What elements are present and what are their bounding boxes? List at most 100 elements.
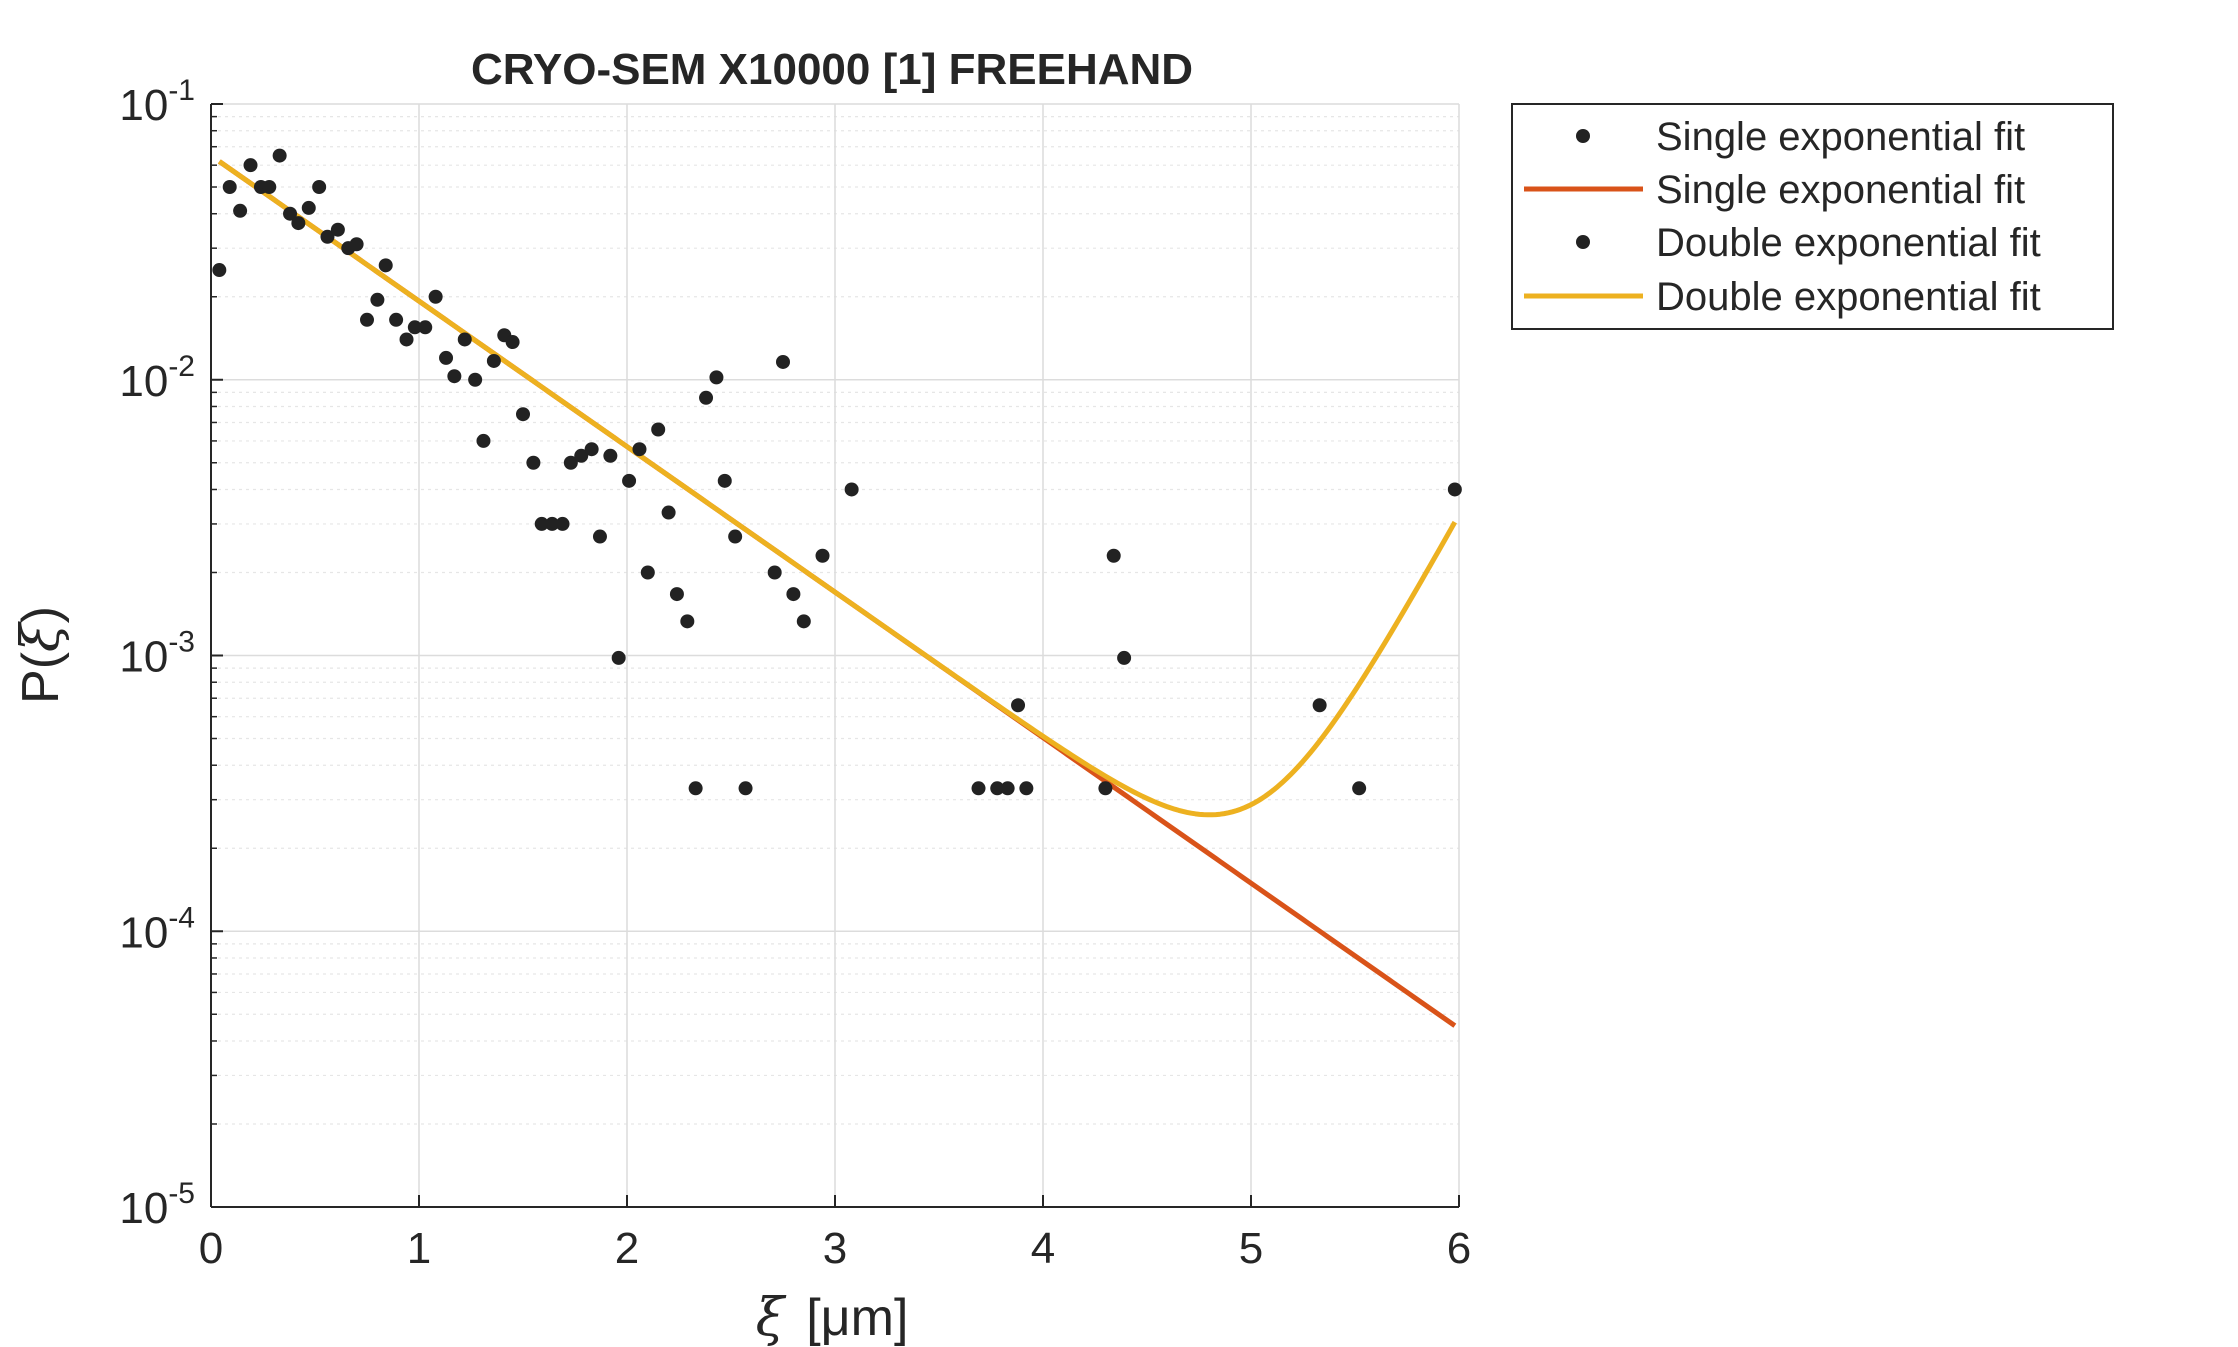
data-point (738, 781, 753, 796)
data-point (661, 505, 676, 520)
data-point (815, 548, 830, 563)
data-point (476, 433, 491, 448)
data-point (584, 442, 599, 457)
data-point (574, 448, 589, 463)
x-tick-label: 6 (1447, 1224, 1471, 1273)
data-point (212, 263, 227, 278)
data-point (699, 390, 714, 405)
data-point (349, 237, 364, 252)
x-tick-label: 0 (199, 1224, 223, 1273)
data-point (767, 565, 782, 580)
data-points (212, 148, 1462, 796)
axes (210, 103, 1460, 1208)
x-tick-label: 4 (1031, 1224, 1055, 1273)
data-point (592, 529, 607, 544)
y-tick-exponent: -2 (168, 350, 195, 383)
data-point (262, 180, 277, 195)
y-tick-base: 10 (119, 1184, 168, 1233)
data-point (330, 222, 345, 237)
data-point (1000, 781, 1015, 796)
y-tick-label: 10-4 (119, 901, 195, 957)
data-point (505, 335, 520, 350)
data-point (622, 473, 637, 488)
data-point (844, 482, 859, 497)
legend: Single exponential fit Single exponentia… (1511, 103, 2114, 330)
y-tick-base: 10 (119, 633, 168, 682)
data-point (447, 369, 462, 384)
y-axis-label-close: ) (12, 606, 70, 623)
y-tick-label: 10-2 (119, 350, 195, 406)
y-tick-exponent: -1 (168, 74, 195, 107)
data-point (786, 587, 801, 602)
chart-title: CRYO-SEM X10000 [1] FREEHAND (471, 45, 1193, 94)
data-point (651, 422, 666, 437)
data-point (320, 229, 335, 244)
data-point (611, 650, 626, 665)
fit-line-double (217, 159, 1458, 818)
data-point (688, 781, 703, 796)
data-point (312, 180, 327, 195)
data-point (563, 455, 578, 470)
data-point (555, 516, 570, 531)
legend-box (1511, 103, 2114, 330)
legend-marker-double (1576, 235, 1590, 249)
data-point (1098, 781, 1113, 796)
data-point (709, 370, 724, 385)
x-axis-unit: [μm] (806, 1289, 908, 1347)
data-point (640, 565, 655, 580)
y-tick-label: 10-5 (119, 1177, 195, 1233)
data-point (428, 289, 443, 304)
data-point (796, 614, 811, 629)
data-point (486, 353, 501, 368)
data-point (669, 587, 684, 602)
y-tick-exponent: -4 (168, 901, 195, 934)
data-point (468, 372, 483, 387)
y-tick-label: 10-1 (119, 74, 195, 130)
data-point (534, 516, 549, 531)
data-point (632, 442, 647, 457)
data-point (1447, 482, 1462, 497)
data-point (233, 203, 248, 218)
y-axis-label: P(ξ) (11, 606, 71, 704)
data-point (439, 350, 454, 365)
data-point (243, 158, 258, 173)
data-point (407, 320, 422, 335)
x-tick-label: 5 (1239, 1224, 1263, 1273)
x-tick-labels: 0 1 2 3 4 5 6 (199, 1224, 1471, 1273)
x-tick-label: 2 (615, 1224, 639, 1273)
y-tick-label: 10-3 (119, 626, 195, 682)
fit-lines (217, 159, 1458, 1028)
legend-marker-single (1576, 129, 1590, 143)
data-point (516, 407, 530, 422)
data-point (291, 216, 306, 231)
data-point (272, 148, 287, 163)
data-point (990, 781, 1005, 796)
data-point (1019, 781, 1034, 796)
data-point (378, 258, 393, 273)
x-tick-label: 1 (407, 1224, 431, 1273)
y-tick-labels: 10-110-210-310-410-5 (119, 74, 195, 1233)
data-point (399, 332, 414, 347)
data-point (283, 206, 298, 221)
x-axis-symbol: ξ (756, 1288, 787, 1347)
data-point (389, 312, 404, 327)
data-point (1312, 698, 1327, 713)
data-point (222, 180, 237, 195)
y-tick-base: 10 (119, 81, 168, 130)
x-tick-label: 3 (823, 1224, 847, 1273)
data-point (418, 320, 433, 335)
y-axis-label-main: P( (12, 651, 70, 704)
data-point (680, 614, 695, 629)
data-point (1352, 781, 1367, 796)
legend-label-single-line: Single exponential fit (1656, 168, 2025, 212)
data-point (526, 455, 541, 470)
data-point (1106, 548, 1121, 563)
legend-label-double-line: Double exponential fit (1656, 275, 2041, 319)
y-tick-exponent: -5 (168, 1177, 195, 1210)
y-tick-base: 10 (119, 357, 168, 406)
y-tick-base: 10 (119, 908, 168, 957)
data-point (1117, 650, 1132, 665)
data-point (370, 292, 385, 307)
data-point (776, 354, 790, 369)
data-point (545, 516, 560, 531)
